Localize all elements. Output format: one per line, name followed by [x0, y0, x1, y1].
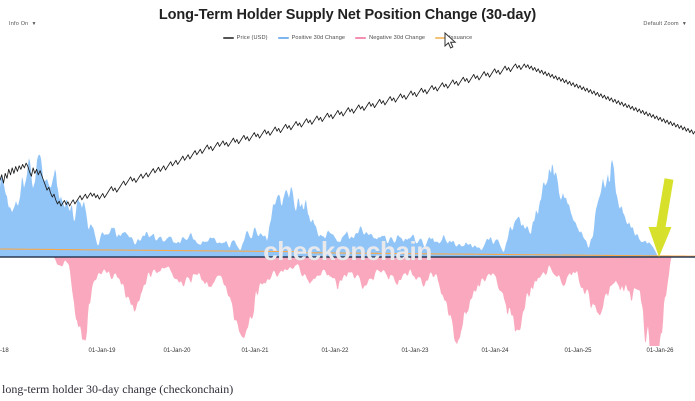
- legend-item-label: Positive 30d Change: [291, 35, 346, 41]
- chevron-down-icon: ▼: [31, 20, 37, 27]
- chart-header: Info On ▼ Long-Term Holder Supply Net Po…: [0, 0, 695, 56]
- chart-legend: Price (USD) Positive 30d Change Negative…: [0, 35, 695, 41]
- annotation-arrow-icon: [648, 178, 674, 257]
- x-axis-tick-label: 01-Jan-19: [88, 348, 116, 354]
- chart-canvas: [0, 63, 695, 346]
- plot-area[interactable]: checkonchain: [0, 56, 695, 346]
- positive-30d-area: [0, 154, 695, 257]
- info-toggle-label: Info On: [9, 21, 29, 27]
- x-axis-tick-label: 01-Jan-24: [481, 348, 509, 354]
- chevron-down-icon: ▼: [681, 20, 687, 27]
- negative-30d-area: [0, 257, 695, 346]
- legend-swatch: [435, 36, 447, 40]
- x-axis-tick-label: 01-Jan-25: [564, 348, 592, 354]
- info-toggle-dropdown[interactable]: Info On ▼: [9, 21, 37, 27]
- x-axis: -18 01-Jan-19 01-Jan-20 01-Jan-21 01-Jan-22 0…: [0, 348, 695, 366]
- legend-item-label: Price (USD): [236, 35, 268, 41]
- price-line: [0, 63, 695, 207]
- x-axis-tick-label: -18: [0, 348, 9, 354]
- negative-area-path: [0, 257, 695, 346]
- legend-item-label: Issuance: [449, 35, 473, 41]
- x-axis-tick-label: 01-Jan-22: [321, 348, 349, 354]
- x-axis-tick-label: 01-Jan-23: [401, 348, 429, 354]
- legend-swatch: [222, 37, 234, 39]
- legend-swatch: [277, 36, 289, 40]
- issuance-line: [0, 248, 695, 257]
- legend-item-price-usd[interactable]: Price (USD): [222, 35, 268, 41]
- zoom-select-label: Default Zoom: [643, 21, 679, 27]
- page-title: Long-Term Holder Supply Net Position Cha…: [158, 7, 537, 23]
- legend-item-issuance[interactable]: Issuance: [435, 35, 472, 41]
- positive-area-path: [0, 154, 695, 257]
- x-axis-tick-label: 01-Jan-26: [646, 348, 674, 354]
- legend-item-label: Negative 30d Change: [369, 35, 426, 41]
- legend-item-negative-30d[interactable]: Negative 30d Change: [355, 35, 425, 41]
- x-axis-tick-label: 01-Jan-21: [241, 348, 269, 354]
- x-axis-tick-label: 01-Jan-20: [163, 348, 191, 354]
- chart-caption: long-term holder 30-day change (checkonc…: [2, 382, 234, 396]
- zoom-select-dropdown[interactable]: Default Zoom ▼: [643, 21, 687, 27]
- legend-item-positive-30d[interactable]: Positive 30d Change: [277, 35, 346, 41]
- legend-swatch: [355, 36, 367, 40]
